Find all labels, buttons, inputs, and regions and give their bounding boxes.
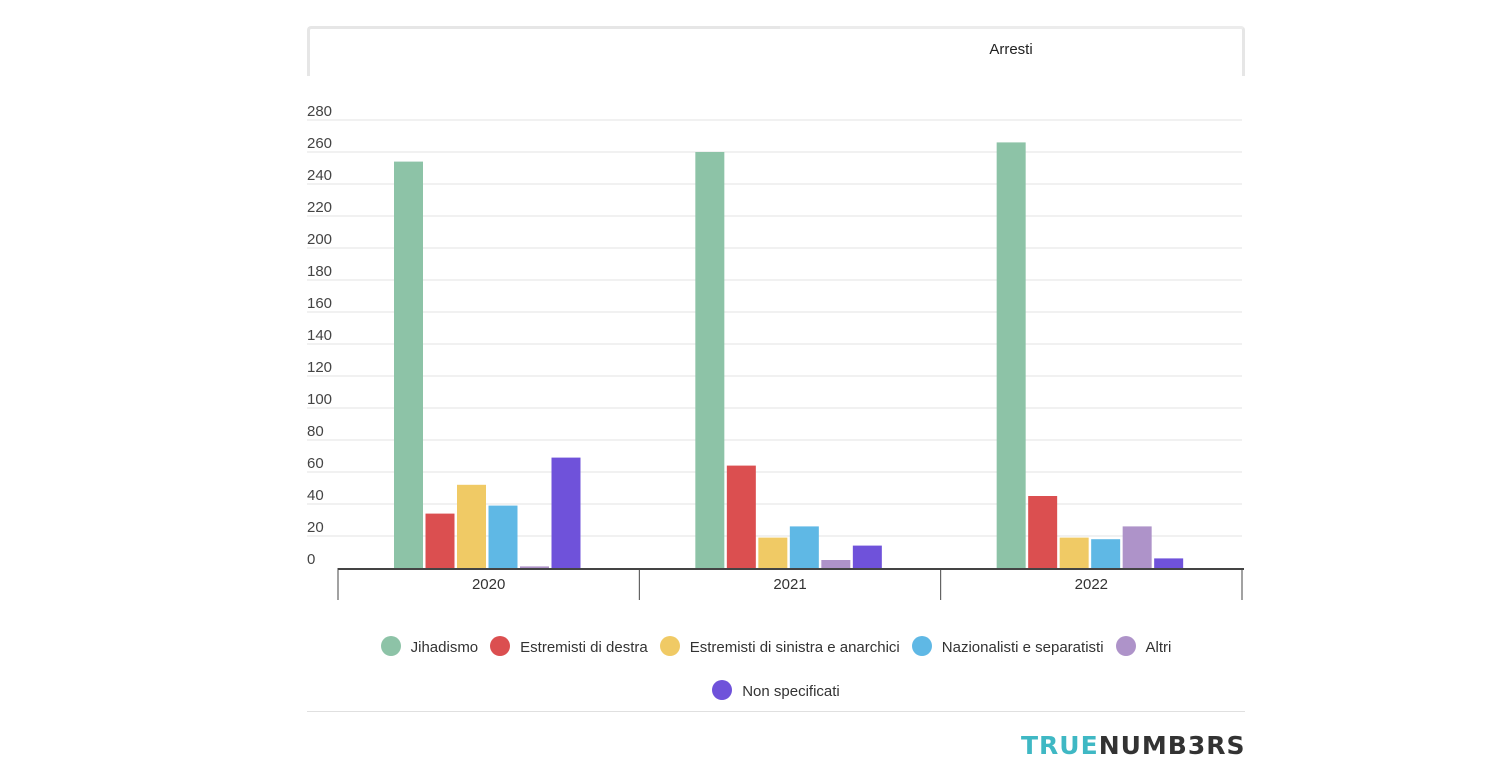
y-tick-label: 140 [307,327,332,344]
y-tick-label: 240 [307,167,332,184]
bar [1154,558,1184,568]
bar [520,566,549,568]
tab-empty[interactable] [307,26,780,76]
bar [551,457,581,568]
y-tick-label: 220 [307,199,332,216]
y-tick-label: 80 [307,423,324,440]
legend-swatch [1115,636,1136,656]
tab-arresti[interactable]: Arresti [780,26,1245,76]
y-tick-label: 260 [307,135,332,152]
bar [726,465,756,568]
bar [821,560,851,568]
bar [789,526,819,568]
legend-item[interactable]: Altri [1115,626,1172,670]
x-tick-label: 2021 [773,576,806,593]
y-tick-label: 60 [307,455,324,472]
bar [488,505,518,568]
bar [425,513,455,568]
y-tick-label: 280 [307,103,332,120]
y-tick-label: 120 [307,359,332,376]
bar [758,537,788,568]
legend-label: Nazionalisti e separatisti [941,639,1104,656]
legend-item[interactable]: Non specificati [712,670,840,714]
y-tick-label: 160 [307,295,332,312]
legend-item[interactable]: Jihadismo [380,626,479,670]
bar [1059,537,1089,568]
divider [307,711,1245,712]
tab-label: Arresti [989,41,1033,58]
logo-part-true: TRUE [1021,731,1099,760]
bar [457,484,486,568]
bar [996,142,1026,568]
legend-label: Jihadismo [410,639,479,656]
legend-item[interactable]: Estremisti di sinistra e anarchici [659,626,900,670]
chart-legend: Jihadismo Estremisti di destra Estremisti … [307,626,1245,714]
y-tick-label: 200 [307,231,332,248]
bar [1122,526,1152,568]
logo-part-numbers: NUMB3RS [1098,731,1246,760]
x-tick-label: 2022 [1075,576,1108,593]
legend-label: Altri [1145,639,1172,656]
legend-swatch [490,636,511,656]
legend-swatch [712,680,733,700]
y-tick-label: 0 [307,551,315,568]
bar [1028,496,1058,568]
legend-swatch [380,636,401,656]
legend-label: Estremisti di destra [520,639,648,656]
x-tick-label: 2020 [472,576,505,593]
truenumbers-logo: TRUENUMB3RS [1021,731,1245,760]
legend-label: Estremisti di sinistra e anarchici [689,639,900,656]
y-tick-label: 100 [307,391,332,408]
legend-label: Non specificati [742,683,840,700]
y-tick-label: 40 [307,487,324,504]
bar [1091,539,1121,568]
y-tick-label: 20 [307,519,324,536]
tab-bar: Arresti [307,26,1245,76]
legend-swatch [911,636,932,656]
bar [695,152,725,568]
y-tick-label: 180 [307,263,332,280]
bar [852,545,882,568]
legend-swatch [659,636,680,656]
legend-item[interactable]: Nazionalisti e separatisti [911,626,1104,670]
legend-item[interactable]: Estremisti di destra [490,626,648,670]
bar [394,161,423,568]
bar-chart: 0 20 40 60 80 100 120 140 160 180 200 220 240 260 280 2… [307,103,1244,600]
